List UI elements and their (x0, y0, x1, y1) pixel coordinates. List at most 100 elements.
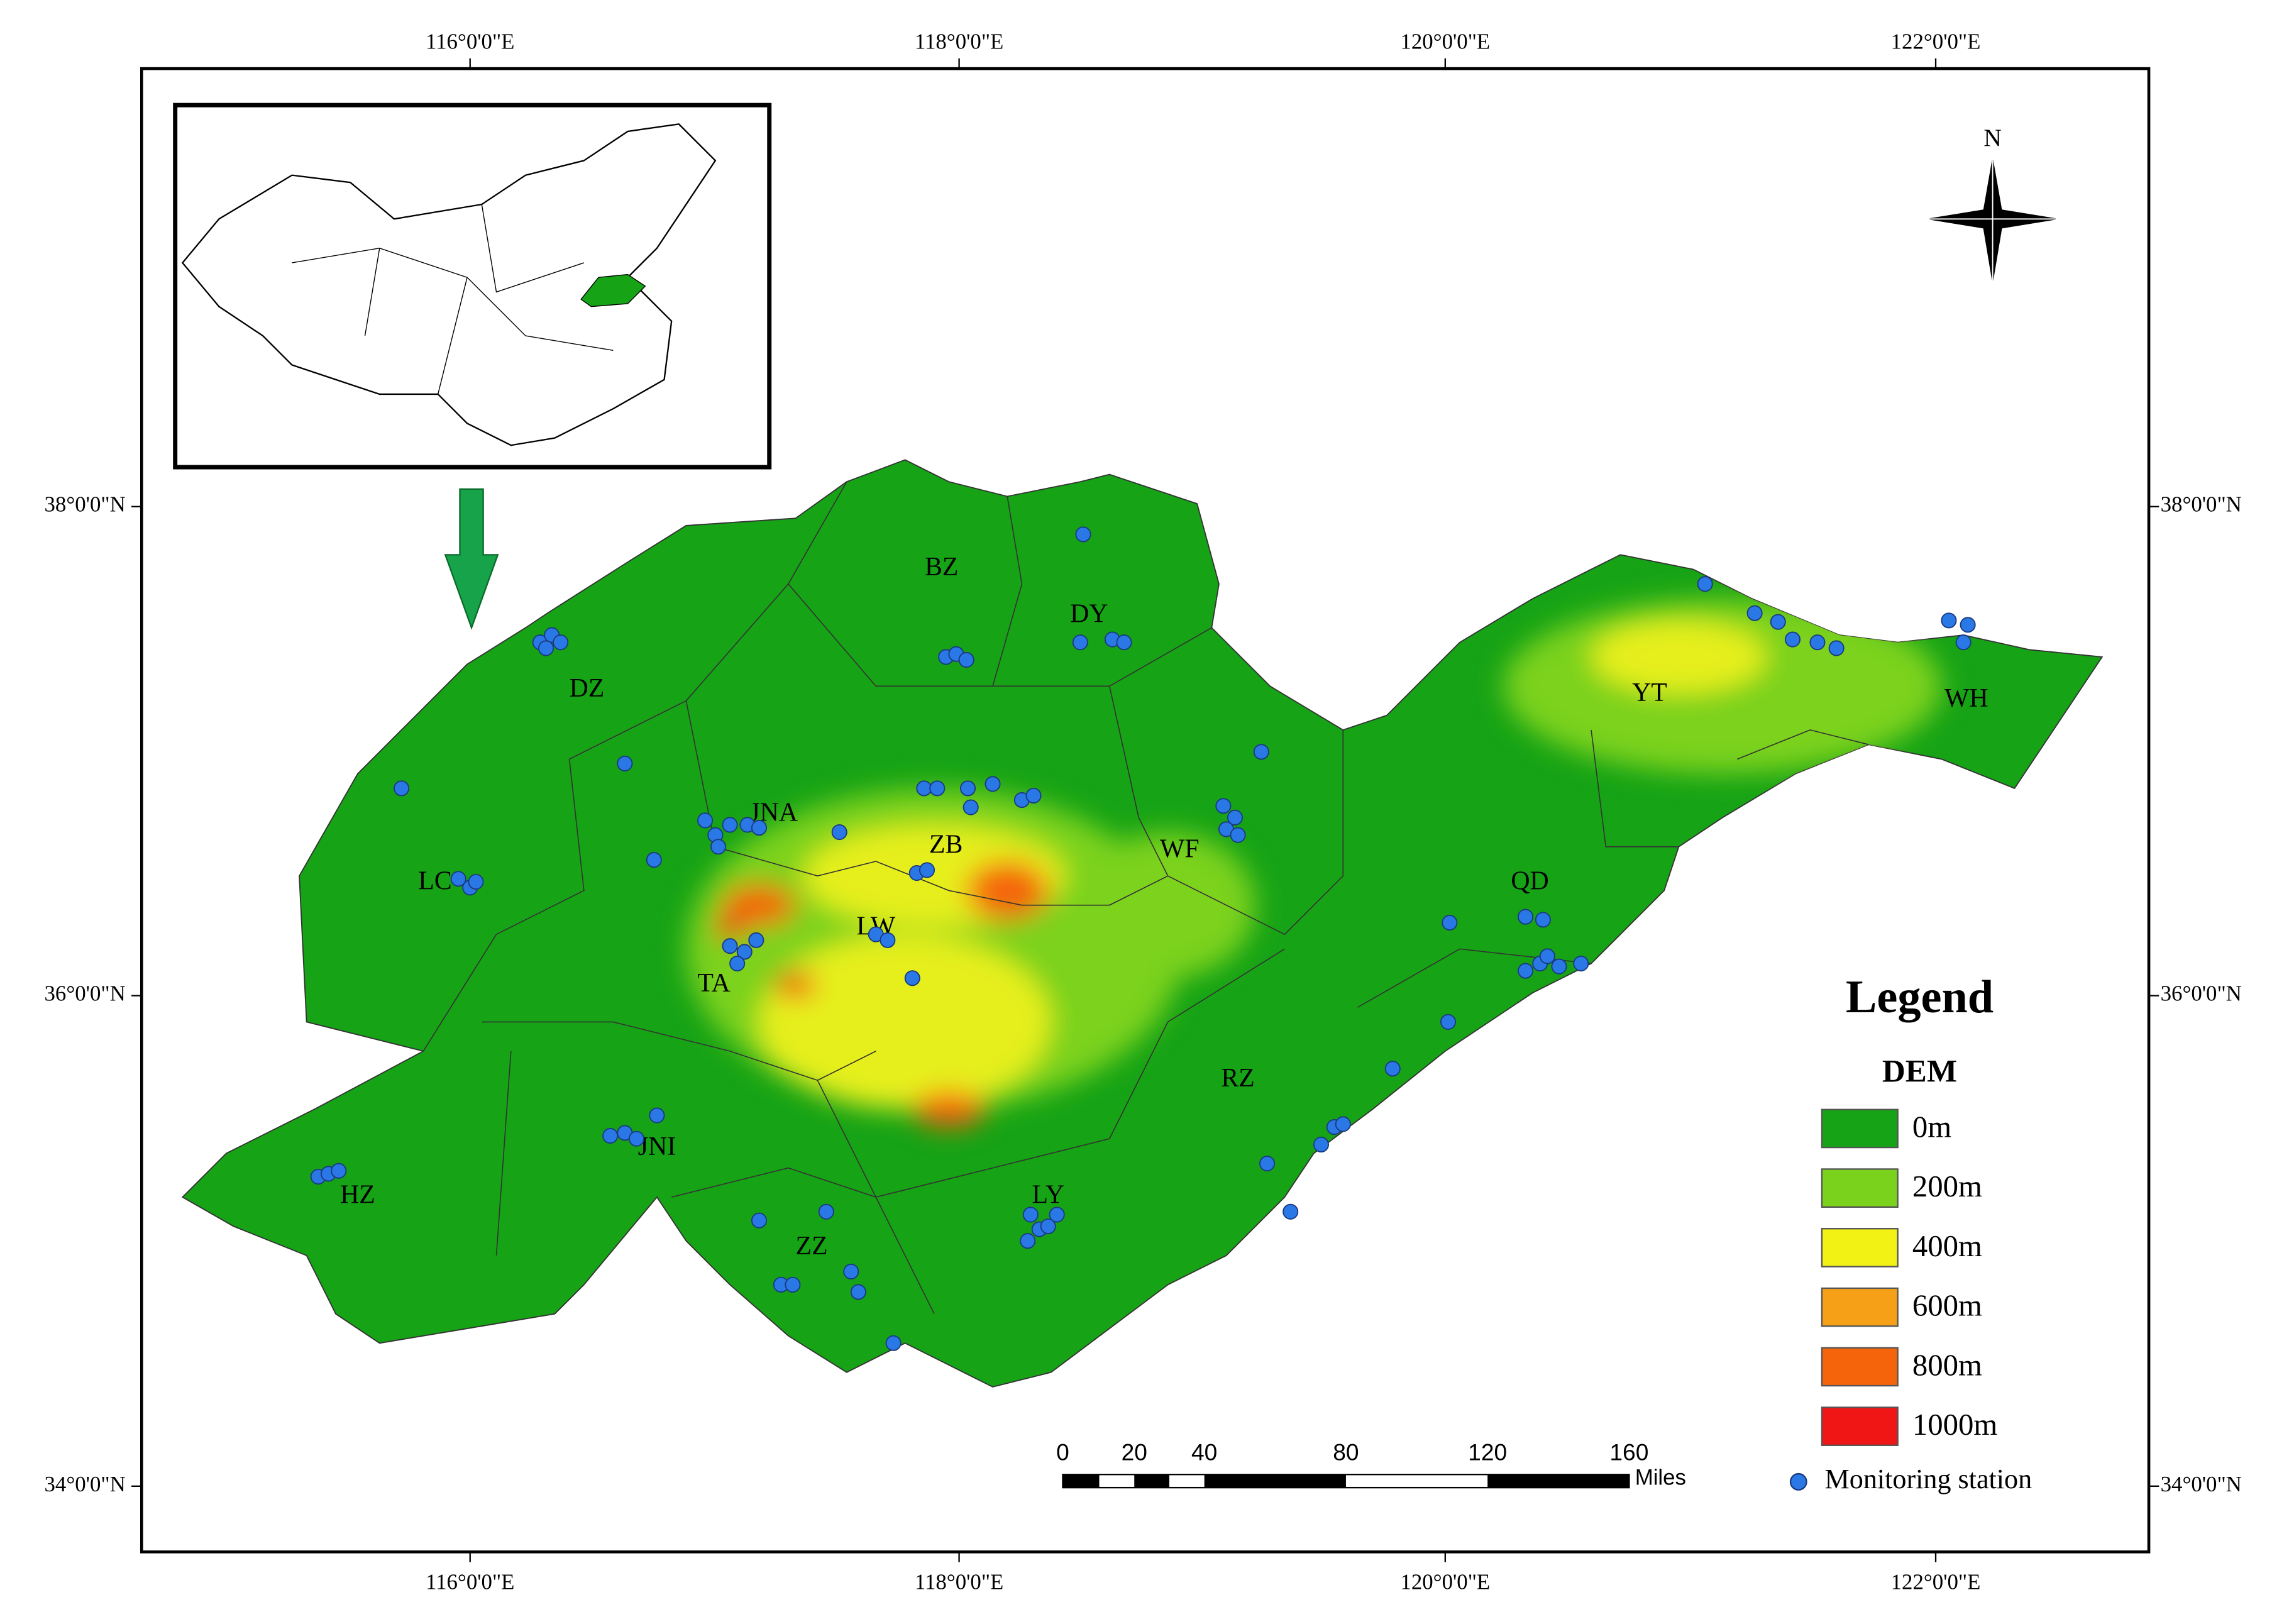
city-label: BZ (925, 553, 958, 582)
station-dot (1941, 612, 1957, 629)
station-dot (1551, 958, 1567, 975)
station-dot (751, 820, 768, 836)
scale-unit: Miles (1635, 1465, 1686, 1489)
station-dot (729, 955, 746, 972)
legend-label: 200m (1912, 1169, 1982, 1203)
station-dot (1025, 787, 1042, 804)
legend-label: 0m (1912, 1110, 1951, 1144)
station-dot (1253, 744, 1269, 760)
city-label: QD (1511, 866, 1548, 895)
station-dot (962, 799, 979, 815)
station-dot (1440, 1014, 1457, 1030)
station-dot (722, 817, 738, 833)
legend-swatch (1821, 1228, 1899, 1268)
legend-swatch (1821, 1287, 1899, 1327)
station-dot (1215, 798, 1232, 814)
station-dot (1022, 1207, 1039, 1223)
scale-label: 0 (1056, 1439, 1069, 1466)
station-dot (1539, 948, 1555, 964)
station-dot (1828, 640, 1845, 656)
station-dot (785, 1276, 801, 1293)
station-dot (394, 780, 410, 797)
station-dot (751, 1212, 768, 1229)
city-label: DZ (570, 674, 605, 703)
city-label: LY (1032, 1181, 1064, 1210)
scale-label: 40 (1191, 1439, 1217, 1466)
scale-segment (1487, 1474, 1630, 1488)
station-dot (1072, 634, 1088, 651)
station-dot (958, 652, 974, 668)
station-dot (885, 1335, 902, 1351)
station-dot (818, 1203, 834, 1220)
lon-label: 116°0'0"E (426, 30, 514, 54)
station-dot (1230, 827, 1246, 843)
legend-label: 400m (1912, 1229, 1982, 1263)
lat-label: 36°0'0"N (2161, 981, 2242, 1006)
city-label: JNI (638, 1132, 676, 1161)
legend-label: 800m (1912, 1348, 1982, 1382)
legend-subtitle: DEM (1882, 1054, 1957, 1090)
station-dot (929, 780, 946, 797)
station-dot (850, 1284, 866, 1300)
station-dot (468, 873, 484, 890)
legend-swatch (1821, 1406, 1899, 1446)
city-label: WF (1160, 834, 1200, 863)
station-dot (1809, 634, 1826, 651)
station-dot (538, 640, 554, 656)
station-dot (916, 780, 932, 797)
station-dot (831, 824, 847, 841)
station-dot (1282, 1203, 1299, 1220)
station-dot (1259, 1156, 1276, 1172)
station-dot (602, 1127, 619, 1144)
station-dot (722, 938, 738, 954)
station-dot (1770, 614, 1786, 630)
legend-label: Monitoring station (1825, 1464, 2033, 1494)
station-dot (1746, 605, 1763, 621)
station-dot (959, 780, 976, 797)
lat-label: 34°0'0"N (2161, 1472, 2242, 1496)
station-dot (1049, 1207, 1065, 1223)
station-dot (1518, 963, 1534, 979)
station-dot (1535, 912, 1551, 928)
legend-title: Legend (1846, 971, 1994, 1023)
scale-label: 160 (1609, 1439, 1648, 1466)
station-dot (1573, 955, 1589, 972)
city-label: DY (1070, 599, 1108, 628)
station-dot (1313, 1136, 1330, 1152)
station-dot (736, 944, 753, 960)
scale-segment (1062, 1474, 1100, 1488)
station-dot (1075, 526, 1091, 543)
station-dot (628, 1130, 644, 1147)
station-dot (880, 932, 896, 948)
station-dot (331, 1163, 347, 1179)
scale-label: 80 (1333, 1439, 1359, 1466)
city-label: WH (1944, 684, 1988, 713)
inset-map (173, 102, 772, 470)
station-dot (1955, 634, 1972, 651)
lon-label: 118°0'0"E (915, 1569, 1003, 1594)
city-label: LC (418, 866, 451, 895)
station-dot (1784, 631, 1801, 648)
legend-swatch (1821, 1347, 1899, 1387)
station-dot (918, 862, 935, 878)
scale-label: 20 (1122, 1439, 1147, 1466)
station-dot (985, 776, 1001, 792)
legend-station-dot (1789, 1472, 1807, 1491)
station-dot (1518, 909, 1534, 925)
lat-label: 38°0'0"N (2161, 492, 2242, 517)
station-dot (1442, 914, 1458, 931)
lon-label: 120°0'0"E (1400, 30, 1490, 54)
station-dot (1335, 1116, 1351, 1132)
city-label: ZZ (796, 1232, 828, 1261)
station-dot (904, 970, 920, 986)
lat-label: 36°0'0"N (45, 981, 126, 1006)
city-label: TA (697, 969, 730, 998)
lat-label: 38°0'0"N (45, 492, 126, 517)
province (182, 459, 2103, 1388)
city-label: ZB (929, 830, 962, 859)
station-dot (843, 1263, 859, 1280)
station-dot (1960, 617, 1976, 633)
legend-swatch (1821, 1168, 1899, 1208)
scale-label: 120 (1468, 1439, 1507, 1466)
